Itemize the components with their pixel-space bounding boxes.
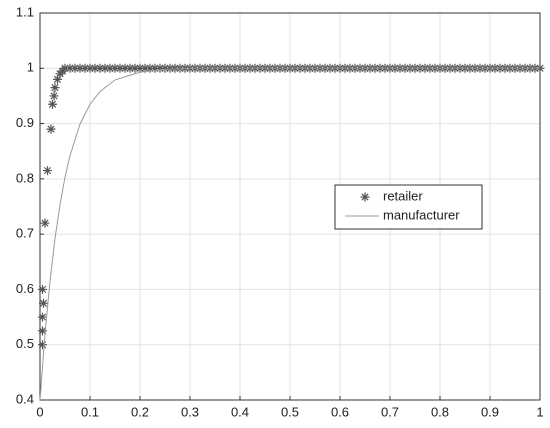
retailer-marker: [170, 63, 180, 73]
retailer-marker: [145, 63, 155, 73]
retailer-marker: [38, 340, 47, 350]
retailer-marker: [100, 63, 110, 73]
retailer-marker: [60, 63, 70, 73]
retailer-marker: [75, 63, 85, 73]
retailer-marker: [53, 74, 62, 84]
retailer-marker: [120, 63, 130, 73]
retailer-marker: [135, 63, 145, 73]
y-tick-label: 0.5: [16, 336, 34, 351]
y-tick-label: 1.1: [16, 4, 34, 19]
legend-label: retailer: [383, 188, 423, 203]
x-tick-label: 0.4: [231, 404, 249, 419]
x-tick-label: 0.6: [331, 404, 349, 419]
x-tick-label: 0: [36, 404, 43, 419]
retailer-marker: [110, 63, 120, 73]
retailer-marker: [115, 63, 125, 73]
y-tick-label: 0.8: [16, 170, 34, 185]
retailer-marker: [43, 166, 52, 176]
retailer-marker: [125, 63, 135, 73]
retailer-marker: [160, 63, 170, 73]
y-tick-label: 0.4: [16, 391, 34, 406]
retailer-marker: [155, 63, 165, 73]
x-tick-label: 0.1: [81, 404, 99, 419]
x-tick-label: 0.7: [381, 404, 399, 419]
retailer-marker: [48, 99, 57, 109]
retailer-marker: [40, 218, 50, 228]
y-tick-label: 0.9: [16, 115, 34, 130]
x-tick-label: 0.5: [281, 404, 299, 419]
retailer-marker: [130, 63, 140, 73]
y-tick-label: 1: [27, 60, 34, 75]
y-tick-label: 0.7: [16, 226, 34, 241]
retailer-marker: [50, 83, 60, 93]
plot-frame: [39, 12, 541, 401]
x-tick-label: 0.9: [481, 404, 499, 419]
legend-label: manufacturer: [383, 207, 460, 222]
retailer-marker: [38, 284, 47, 294]
retailer-marker: [49, 91, 59, 101]
retailer-marker: [65, 63, 75, 73]
x-tick-label: 0.8: [431, 404, 449, 419]
legend-box: [334, 184, 483, 230]
x-tick-label: 1: [536, 404, 543, 419]
legend-marker: [360, 192, 370, 202]
retailer-marker: [70, 63, 80, 73]
retailer-marker: [90, 63, 100, 73]
retailer-marker: [95, 63, 105, 73]
manufacturer-line: [39, 67, 540, 401]
retailer-marker: [39, 298, 48, 308]
retailer-marker: [150, 63, 160, 73]
y-tick-label: 0.6: [16, 281, 34, 296]
retailer-marker: [140, 63, 150, 73]
x-tick-label: 0.3: [181, 404, 199, 419]
x-tick-label: 0.2: [131, 404, 149, 419]
retailer-marker: [80, 63, 90, 73]
retailer-marker: [38, 312, 47, 322]
retailer-marker: [38, 326, 47, 336]
retailer-marker: [46, 124, 56, 134]
retailer-marker: [85, 63, 95, 73]
retailer-marker: [165, 63, 175, 73]
retailer-marker: [105, 63, 115, 73]
